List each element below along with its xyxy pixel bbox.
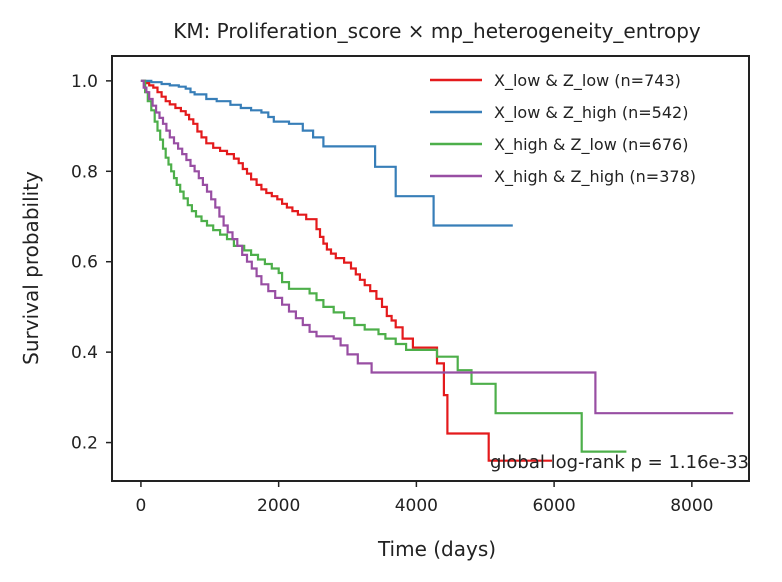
x-tick-label: 2000	[257, 496, 300, 516]
legend-label: X_high & Z_high (n=378)	[494, 167, 696, 187]
legend-label: X_high & Z_low (n=676)	[494, 135, 688, 155]
x-axis-ticks: 0 2000 4000 6000 8000	[136, 481, 713, 516]
y-axis-label: Survival probability	[19, 171, 43, 365]
legend-label: X_low & Z_low (n=743)	[494, 71, 681, 91]
y-tick-label: 0.2	[71, 434, 98, 454]
km-curve-2	[140, 79, 513, 227]
km-curve-4	[140, 79, 734, 415]
km-curve-3	[140, 79, 627, 453]
x-tick-label: 4000	[395, 496, 438, 516]
y-axis-ticks: 0.2 0.4 0.6 0.8 1.0	[71, 72, 112, 454]
legend-label: X_low & Z_high (n=542)	[494, 103, 688, 123]
km-curve-1	[140, 79, 552, 462]
y-tick-label: 0.8	[71, 162, 98, 182]
log-rank-annotation: global log-rank p = 1.16e-33	[490, 452, 749, 473]
plot-area	[140, 79, 734, 462]
chart-title: KM: Proliferation_score × mp_heterogenei…	[173, 19, 701, 43]
y-tick-label: 1.0	[71, 72, 98, 92]
x-tick-label: 8000	[670, 496, 713, 516]
y-tick-label: 0.4	[71, 343, 98, 363]
x-tick-label: 6000	[532, 496, 575, 516]
legend: X_low & Z_low (n=743) X_low & Z_high (n=5…	[430, 71, 696, 187]
y-tick-label: 0.6	[71, 253, 98, 273]
x-tick-label: 0	[136, 496, 147, 516]
x-axis-label: Time (days)	[377, 537, 496, 561]
plot-frame	[111, 55, 750, 482]
